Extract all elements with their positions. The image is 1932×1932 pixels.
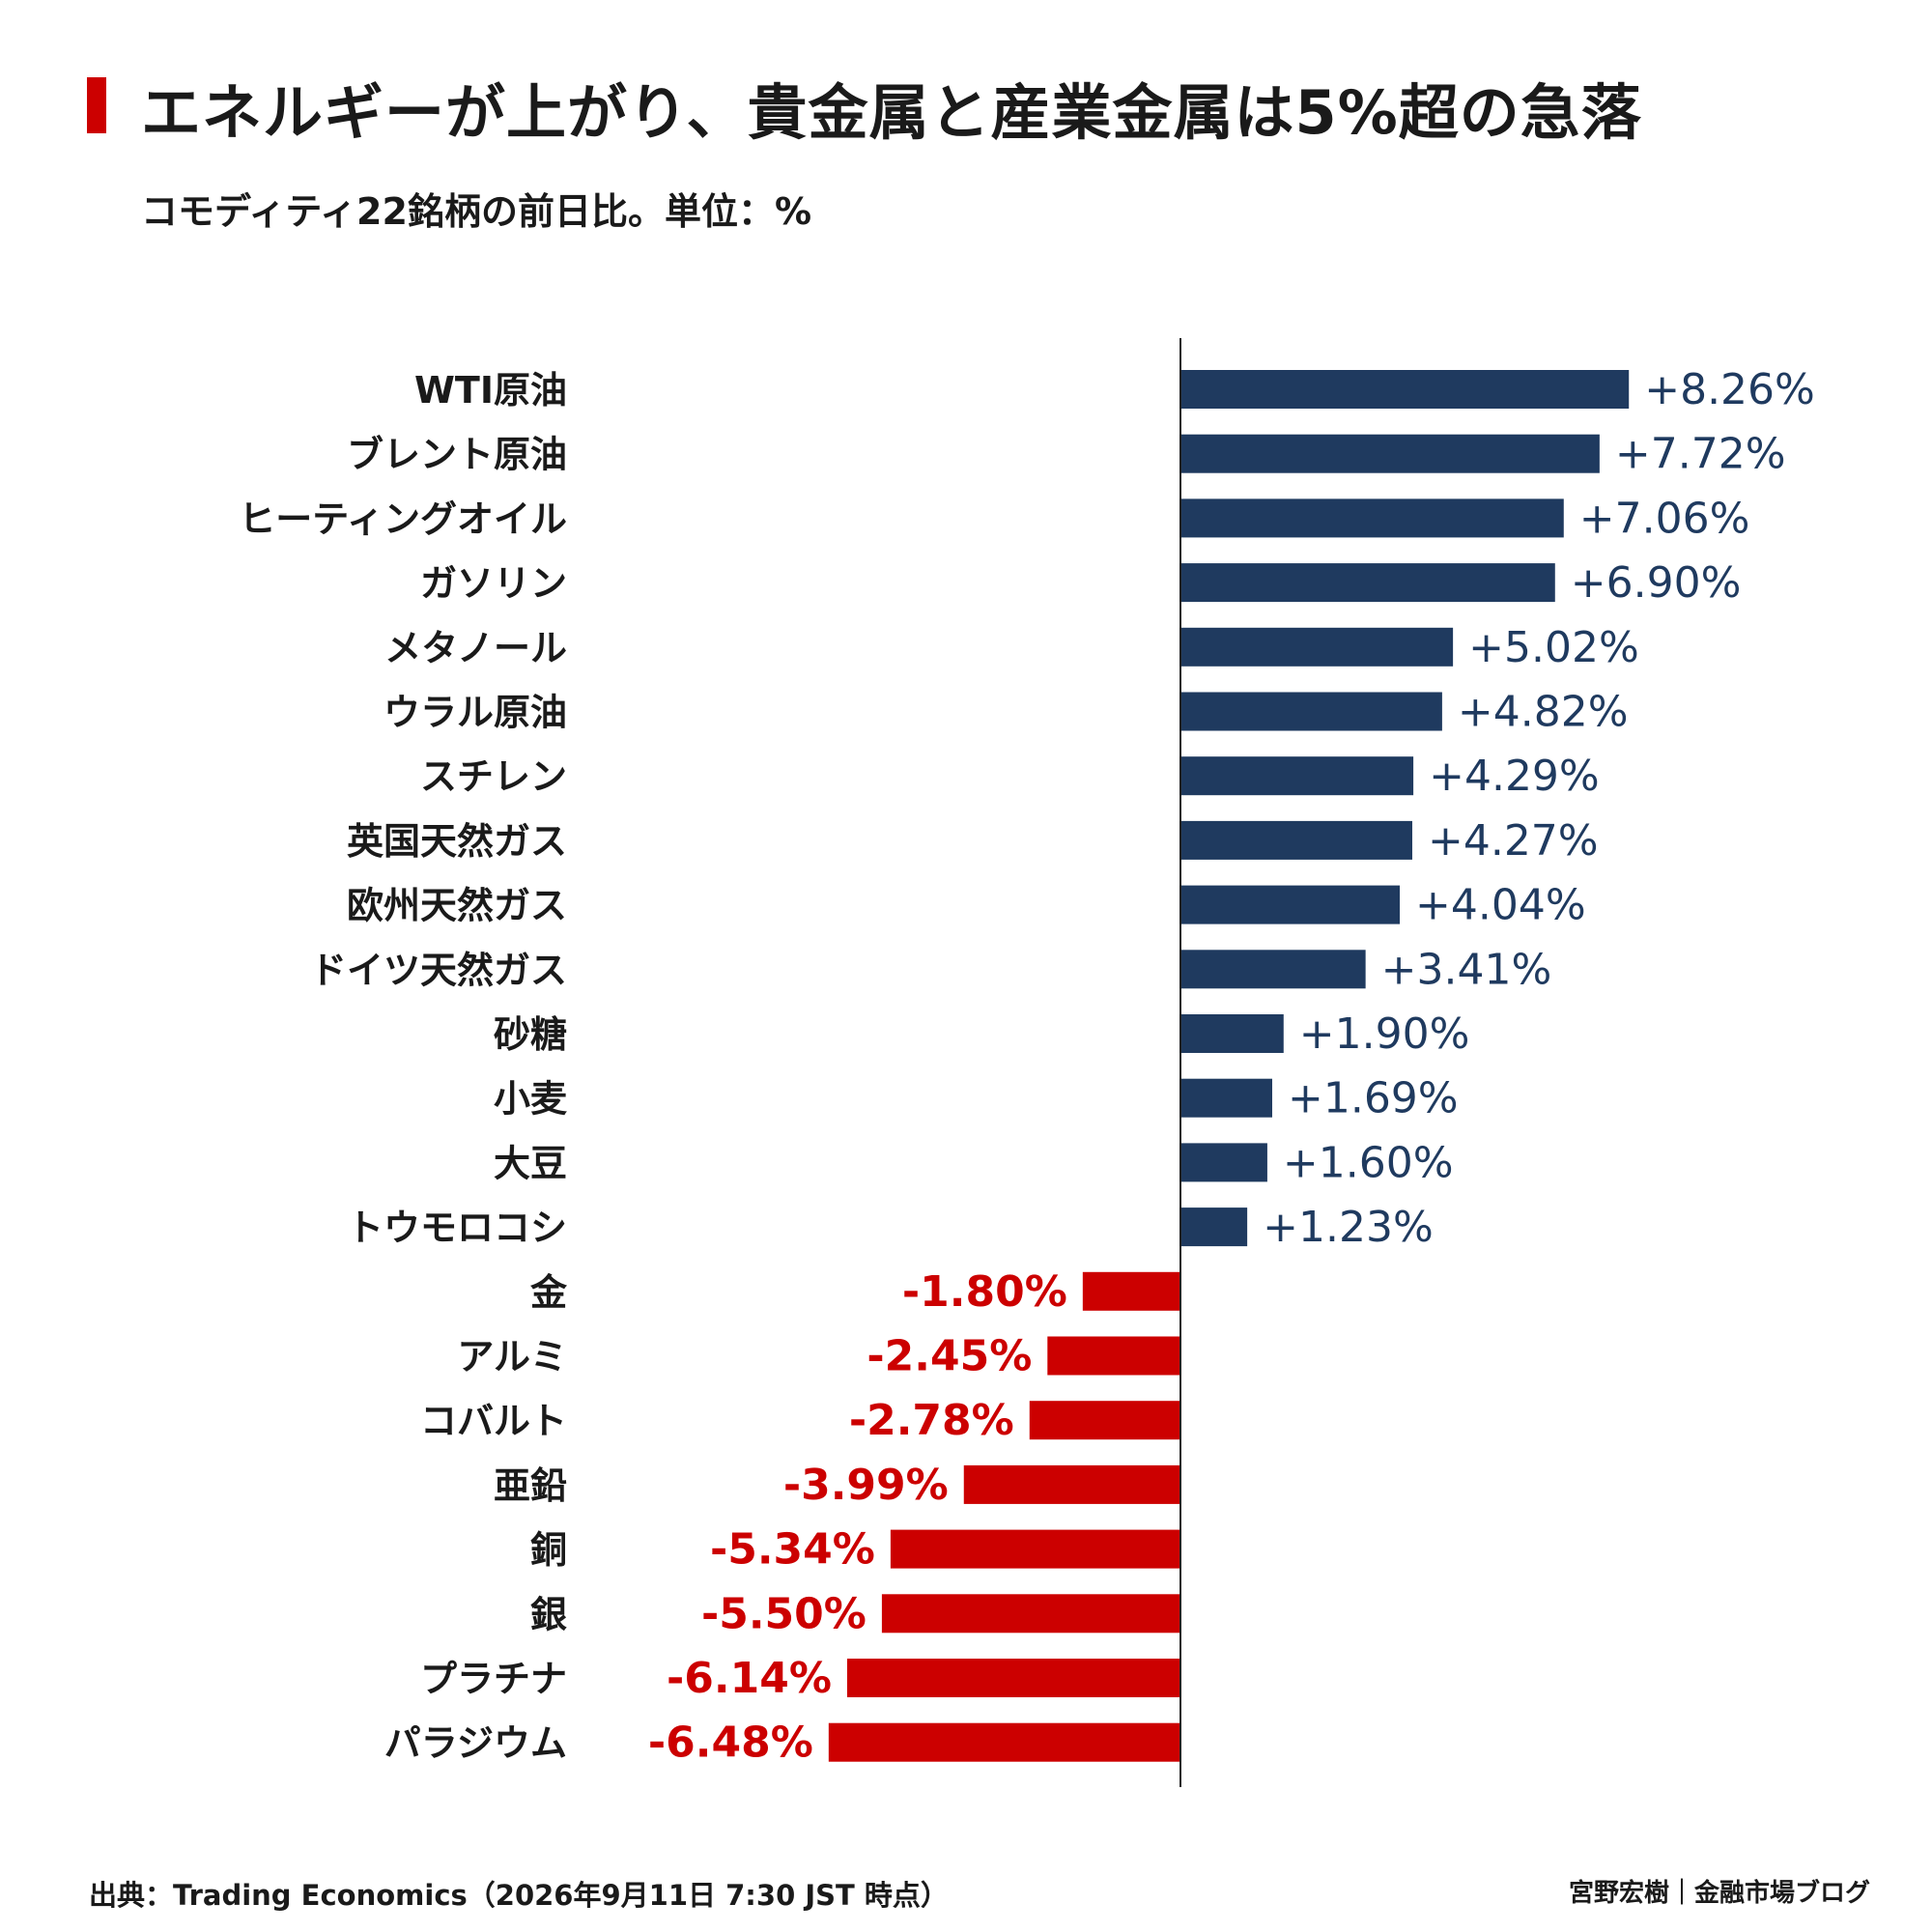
category-label: アルミ xyxy=(457,1336,567,1378)
bar xyxy=(1180,950,1366,989)
chart-title: エネルギーが上がり、貴金属と産業金属は5%超の急落 xyxy=(141,77,1642,148)
value-label: -3.99% xyxy=(783,1461,949,1510)
value-label: -5.50% xyxy=(701,1589,867,1638)
value-label: -5.34% xyxy=(710,1525,875,1575)
value-label: +1.69% xyxy=(1288,1074,1459,1123)
bar xyxy=(1180,1208,1248,1247)
bar xyxy=(1180,498,1564,538)
bar xyxy=(1180,756,1414,796)
category-label: 大豆 xyxy=(494,1142,567,1184)
bar xyxy=(1180,563,1555,603)
value-label: +5.02% xyxy=(1468,623,1639,672)
bar xyxy=(1180,434,1600,473)
bar xyxy=(828,1722,1180,1762)
value-label: -6.14% xyxy=(667,1654,832,1703)
bar xyxy=(890,1529,1180,1569)
category-label: 砂糖 xyxy=(494,1013,567,1056)
category-label: WTI原油 xyxy=(414,369,567,412)
category-label: コバルト xyxy=(420,1400,567,1442)
category-label: ヒーティングオイル xyxy=(239,497,567,540)
value-label: -6.48% xyxy=(648,1719,813,1768)
category-label: プラチナ xyxy=(420,1658,567,1700)
category-label: 英国天然ガス xyxy=(347,820,567,863)
category-label: 亜鉛 xyxy=(494,1464,567,1507)
value-label: +4.27% xyxy=(1428,816,1599,866)
category-label: 金 xyxy=(529,1271,568,1314)
category-label: ドイツ天然ガス xyxy=(310,949,567,991)
value-label: +7.06% xyxy=(1579,494,1750,543)
category-label: 銀 xyxy=(530,1593,567,1635)
value-label: +7.72% xyxy=(1615,430,1786,479)
bar xyxy=(881,1594,1180,1634)
category-label: ウラル原油 xyxy=(384,692,567,734)
value-label: -2.45% xyxy=(867,1332,1032,1381)
bar xyxy=(1180,1143,1267,1182)
value-label: +1.60% xyxy=(1283,1138,1454,1187)
bar xyxy=(1180,370,1630,409)
bar xyxy=(1180,1078,1272,1118)
value-label: -1.80% xyxy=(902,1267,1067,1317)
bar xyxy=(1180,1014,1284,1053)
bar xyxy=(1180,627,1454,667)
category-label: 欧州天然ガス xyxy=(347,885,567,927)
chart-subtitle: コモディティ22銘柄の前日比。単位：% xyxy=(141,190,812,233)
bar xyxy=(1029,1401,1180,1440)
category-label: パラジウム xyxy=(384,1722,567,1765)
bar xyxy=(846,1659,1180,1697)
category-label: ガソリン xyxy=(420,562,567,605)
source-note: 出典：Trading Economics（2026年9月11日 7:30 JST… xyxy=(89,1879,949,1912)
value-label: +1.23% xyxy=(1263,1203,1434,1252)
category-label: ブレント原油 xyxy=(347,434,567,476)
value-label: +1.90% xyxy=(1299,1009,1470,1059)
bar xyxy=(1180,820,1412,860)
bar xyxy=(963,1464,1180,1504)
category-label: 銅 xyxy=(530,1529,567,1572)
value-label: +3.41% xyxy=(1381,945,1552,994)
value-label: +4.82% xyxy=(1458,688,1629,737)
bar xyxy=(1047,1336,1180,1376)
value-label: +4.04% xyxy=(1415,881,1586,930)
bar xyxy=(1082,1271,1180,1311)
bar xyxy=(1180,692,1442,731)
category-label: トウモロコシ xyxy=(347,1207,567,1249)
category-label: スチレン xyxy=(420,755,567,798)
bar xyxy=(1180,885,1401,924)
value-label: -2.78% xyxy=(849,1396,1014,1445)
category-label: メタノール xyxy=(384,627,567,669)
value-label: +6.90% xyxy=(1571,558,1742,608)
value-label: +8.26% xyxy=(1644,365,1815,414)
category-label: 小麦 xyxy=(494,1078,567,1121)
value-label: +4.29% xyxy=(1429,752,1600,801)
brand-credit: 宮野宏樹｜金融市場ブログ xyxy=(1568,1879,1870,1908)
title-accent-bar xyxy=(87,77,106,133)
